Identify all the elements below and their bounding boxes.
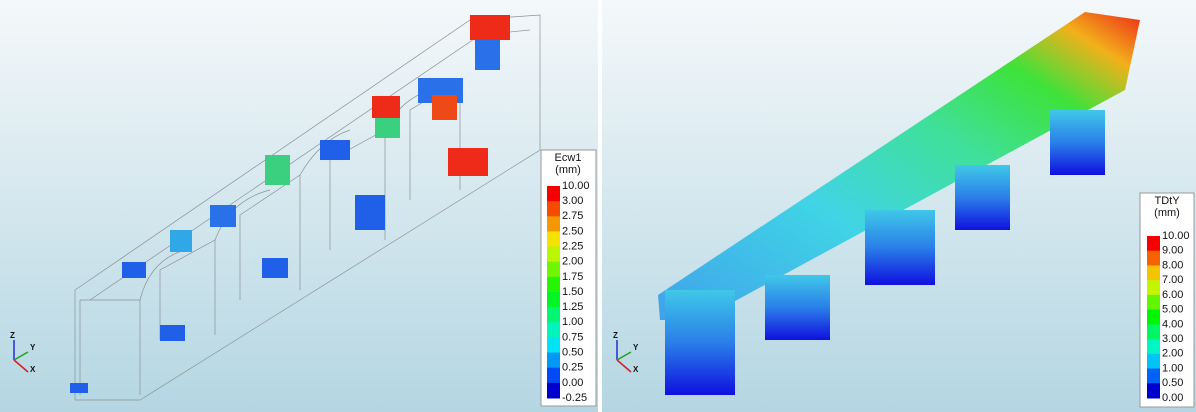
legend-color-band	[1147, 369, 1160, 384]
axis-label: Z	[613, 331, 618, 340]
legend-color-band	[1147, 280, 1160, 295]
legend-label: 10.00	[1162, 230, 1190, 242]
legend-color-band	[547, 186, 560, 202]
legend-title: TDtY	[1154, 195, 1180, 207]
legend-color-band	[1147, 265, 1160, 280]
legend-color-band	[547, 262, 560, 278]
legend-color-band	[547, 368, 560, 384]
legend-label: 2.25	[562, 240, 583, 252]
legend-label: 8.00	[1162, 259, 1183, 271]
legend-label: 9.00	[1162, 245, 1183, 257]
legend-title: Ecw1	[555, 152, 582, 164]
legend-color-band	[547, 216, 560, 232]
legend-label: 5.00	[1162, 304, 1183, 316]
legend-label: 4.00	[1162, 318, 1183, 330]
legend: TDtY (mm) 10.00 9.00 8.00 7.00 6.00 5.00 4.00 3…	[1140, 193, 1194, 407]
legend-label: 3.00	[1162, 333, 1183, 345]
legend-label: 2.00	[562, 256, 583, 268]
legend-color-band	[547, 201, 560, 217]
legend-label: 2.50	[562, 225, 583, 237]
legend-color-band	[547, 353, 560, 369]
left-viewport	[0, 0, 598, 412]
legend-color-band	[547, 247, 560, 263]
legend-label: 0.00	[1162, 392, 1183, 404]
legend-label: 7.00	[1162, 274, 1183, 286]
legend-color-band	[547, 383, 560, 399]
legend-label: 0.50	[1162, 377, 1183, 389]
legend-label: -0.25	[562, 392, 587, 404]
axis-label: Y	[633, 343, 639, 352]
legend-label: 10.00	[562, 180, 590, 192]
legend-color-band	[1147, 339, 1160, 354]
screenshot: Ecw1 (mm) 10.00 3.00 2.75 2.50 2.25 2.00 1.75 1…	[0, 0, 1196, 412]
legend: Ecw1 (mm) 10.00 3.00 2.75 2.50 2.25 2.00 1.75 1…	[541, 150, 596, 406]
legend-color-band	[1147, 354, 1160, 369]
legend-unit: (mm)	[555, 164, 581, 176]
legend-label: 0.75	[562, 331, 583, 343]
legend-color-band	[547, 277, 560, 293]
axis-label: X	[30, 365, 36, 374]
legend-label: 1.75	[562, 271, 583, 283]
legend-color-band	[1147, 383, 1160, 398]
legend-label: 0.50	[562, 346, 583, 358]
axis-label: X	[633, 365, 639, 374]
legend-label: 1.50	[562, 286, 583, 298]
legend-color-band	[547, 307, 560, 323]
legend-color-band	[547, 337, 560, 353]
legend-color-band	[1147, 295, 1160, 310]
legend-label: 1.00	[562, 316, 583, 328]
legend-label: 1.00	[1162, 362, 1183, 374]
legend-label: 6.00	[1162, 289, 1183, 301]
legend-label: 0.00	[562, 377, 583, 389]
legend-color-band	[547, 292, 560, 308]
legend-color-band	[547, 322, 560, 338]
legend-color-band	[1147, 324, 1160, 339]
legend-color-band	[1147, 251, 1160, 266]
legend-unit: (mm)	[1154, 207, 1180, 219]
axis-label: Y	[30, 343, 36, 352]
legend-label: 3.00	[562, 195, 583, 207]
legend-label: 1.25	[562, 301, 583, 313]
legend-label: 2.00	[1162, 348, 1183, 360]
legend-color-band	[547, 231, 560, 247]
axis-label: Z	[10, 331, 15, 340]
legend-color-band	[1147, 236, 1160, 251]
legend-label: 2.75	[562, 210, 583, 222]
legend-color-band	[1147, 310, 1160, 325]
legend-label: 0.25	[562, 362, 583, 374]
